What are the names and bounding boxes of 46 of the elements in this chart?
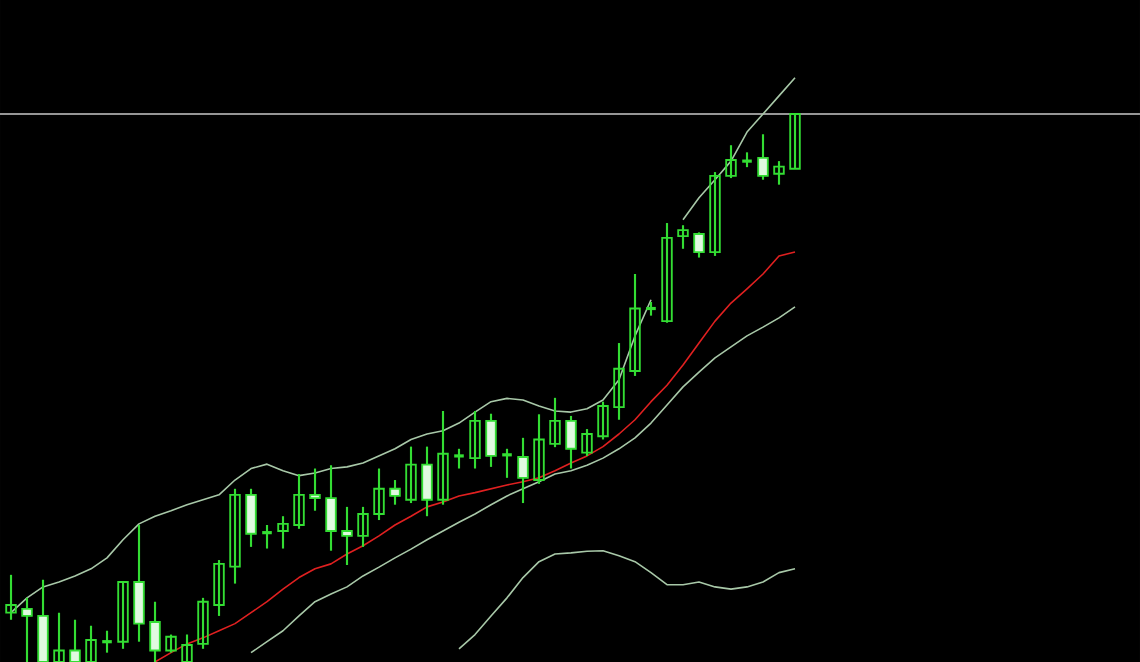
candlestick bbox=[213, 558, 225, 617]
candlestick bbox=[661, 221, 673, 324]
candlestick bbox=[597, 400, 609, 441]
candlestick bbox=[613, 341, 625, 421]
candlestick bbox=[677, 224, 689, 250]
candlestick bbox=[533, 413, 545, 485]
candlestick bbox=[437, 409, 449, 506]
candlestick bbox=[117, 580, 129, 650]
candlestick bbox=[85, 624, 97, 662]
candlestick bbox=[500, 447, 514, 479]
candlestick bbox=[133, 523, 145, 643]
candlestick bbox=[229, 487, 241, 585]
candlestick bbox=[245, 487, 257, 548]
candlestick bbox=[789, 112, 801, 170]
candlestick bbox=[165, 633, 177, 654]
candlestick bbox=[773, 160, 785, 186]
candlestick bbox=[21, 596, 33, 662]
candlestick bbox=[629, 272, 641, 377]
candlestick bbox=[485, 412, 497, 468]
candlestick bbox=[725, 144, 737, 180]
candlestick bbox=[53, 611, 65, 662]
candlestick bbox=[309, 467, 321, 512]
candlestick bbox=[341, 505, 353, 567]
candlestick bbox=[565, 414, 577, 470]
candlestick bbox=[709, 170, 721, 257]
candlestick bbox=[293, 472, 305, 530]
candlestick bbox=[469, 409, 481, 470]
candlestick bbox=[581, 428, 593, 457]
candlestick bbox=[149, 600, 161, 662]
candlestick bbox=[357, 505, 369, 548]
candlestick bbox=[5, 573, 17, 621]
candlestick bbox=[197, 596, 209, 650]
candlestick bbox=[421, 445, 433, 518]
candlestick bbox=[260, 523, 274, 550]
candlestick bbox=[757, 133, 769, 181]
candlestick bbox=[452, 447, 466, 470]
candlestick bbox=[517, 436, 529, 505]
candlestick bbox=[693, 231, 705, 259]
candlestick bbox=[325, 464, 337, 552]
candlestick bbox=[373, 467, 385, 522]
candlestick bbox=[389, 478, 401, 506]
candlestick bbox=[405, 445, 417, 505]
candlestick bbox=[100, 629, 114, 654]
candlestick bbox=[181, 633, 193, 662]
candlestick bbox=[277, 515, 289, 550]
candlestick bbox=[549, 396, 561, 449]
